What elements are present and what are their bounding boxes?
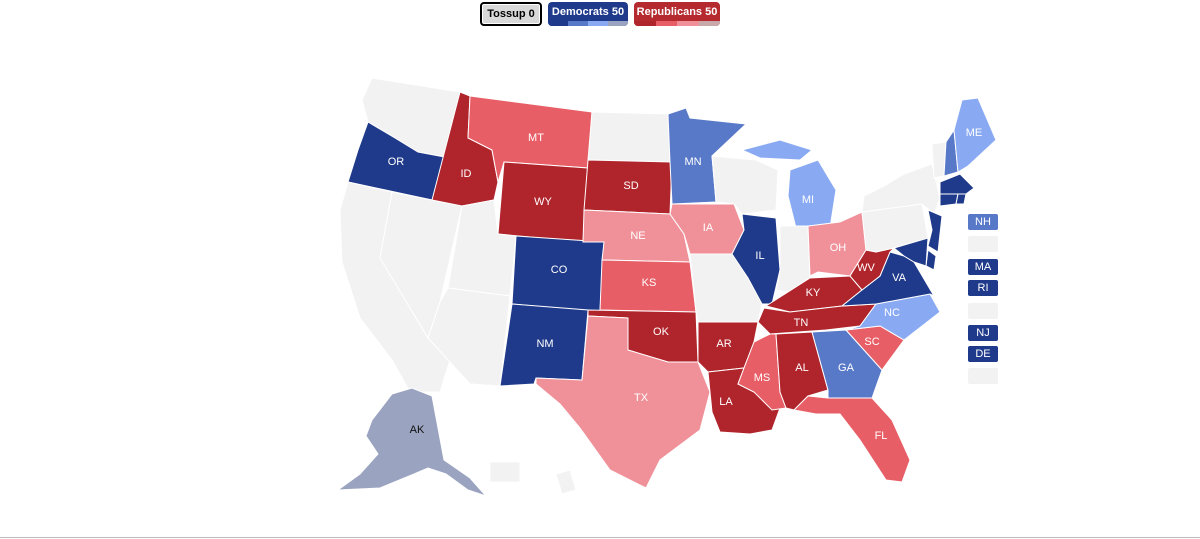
state-HI[interactable] <box>489 461 521 483</box>
state-AZ[interactable] <box>427 287 511 387</box>
state-DE[interactable] <box>925 249 937 271</box>
rating-toolbar: Tossup 0 Democrats 50 Republicans 50 <box>0 2 1200 28</box>
us-map: OR ID MT WY CO NM SD NE KS OK TX MN IA A… <box>0 30 1200 510</box>
state-FL[interactable] <box>792 395 911 483</box>
small-state-label: RI <box>977 282 989 294</box>
tossup-label: Tossup 0 <box>487 8 535 20</box>
small-state-label: MA <box>974 261 992 273</box>
state-NJ[interactable] <box>927 209 943 253</box>
state-KS[interactable] <box>599 259 697 313</box>
state-MA[interactable] <box>939 173 975 195</box>
state-NM[interactable] <box>499 303 589 387</box>
bottom-divider <box>0 537 1200 538</box>
small-state-DE[interactable]: DE <box>968 346 998 362</box>
small-state-MD[interactable] <box>968 368 998 384</box>
state-MD[interactable] <box>892 237 929 267</box>
shade-lean_rep <box>677 21 699 26</box>
democrats-shade-strip <box>548 21 628 26</box>
state-WI[interactable] <box>711 155 779 215</box>
shade-safe_dem <box>548 21 568 26</box>
state-MS[interactable] <box>737 333 787 411</box>
republicans-shade-strip <box>634 21 720 26</box>
state-IL[interactable] <box>731 213 781 305</box>
state-CT[interactable] <box>939 193 959 207</box>
state-MI[interactable] <box>787 159 837 229</box>
small-state-label: NJ <box>976 327 990 339</box>
tossup-button[interactable]: Tossup 0 <box>480 2 542 26</box>
small-state-VT[interactable] <box>968 236 998 252</box>
small-state-label: DE <box>975 348 991 360</box>
republicans-label: Republicans 50 <box>636 6 718 18</box>
state-MI-up[interactable] <box>740 139 814 161</box>
shade-tilt_dem <box>608 21 628 26</box>
state-CO[interactable] <box>511 235 605 313</box>
state-ND[interactable] <box>587 111 673 163</box>
shade-likely_dem <box>568 21 588 26</box>
state-RI[interactable] <box>955 193 967 205</box>
state-WY[interactable] <box>497 161 589 243</box>
shade-lean_dem <box>588 21 608 26</box>
small-state-CT[interactable] <box>968 303 998 319</box>
small-state-label: NH <box>975 216 991 228</box>
small-state-RI[interactable]: RI <box>968 280 998 296</box>
democrats-label: Democrats 50 <box>551 6 625 18</box>
shade-likely_rep <box>655 21 677 26</box>
state-SD[interactable] <box>583 159 673 215</box>
shade-safe_rep <box>634 21 656 26</box>
state-AK[interactable] <box>336 387 488 498</box>
small-state-NJ[interactable]: NJ <box>968 325 998 341</box>
state-TX[interactable] <box>535 315 711 489</box>
republicans-button[interactable]: Republicans 50 <box>634 2 720 26</box>
small-state-MA[interactable]: MA <box>968 259 998 275</box>
democrats-button[interactable]: Democrats 50 <box>548 2 628 26</box>
state-NY[interactable] <box>861 163 941 215</box>
shade-tilt_rep <box>698 21 720 26</box>
small-state-NH[interactable]: NH <box>968 214 998 230</box>
state-HI-east[interactable] <box>555 469 577 495</box>
state-ME[interactable] <box>953 97 997 173</box>
